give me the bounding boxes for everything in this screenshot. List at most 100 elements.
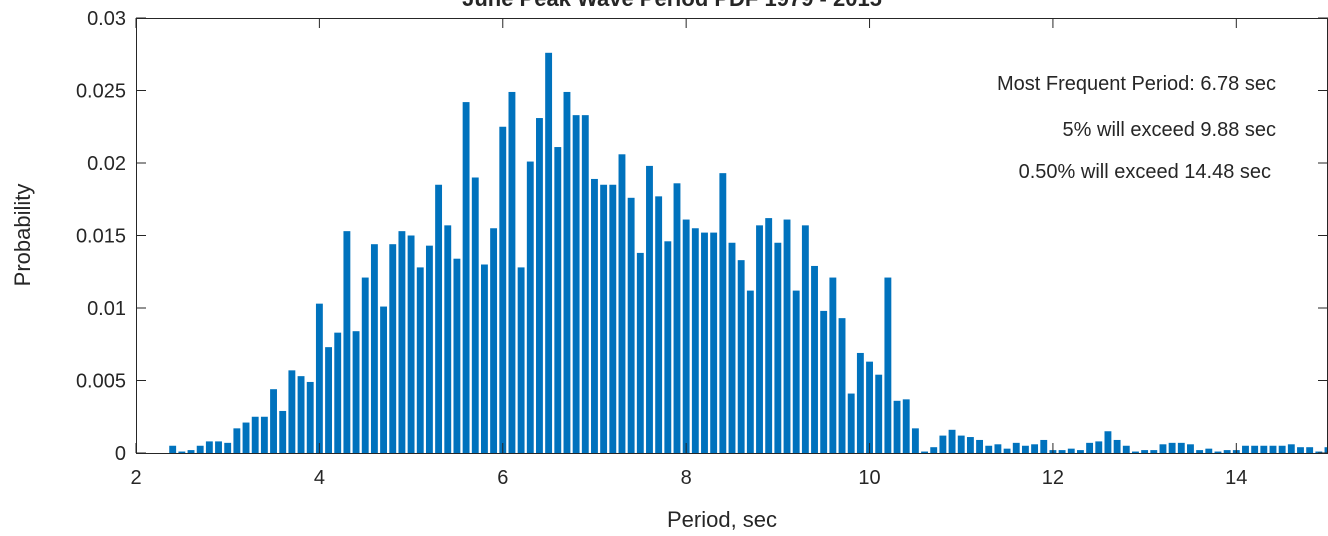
bar bbox=[829, 277, 837, 453]
x-axis-ticks: 2 4 6 8 10 12 14 bbox=[130, 18, 1247, 489]
bar bbox=[1076, 450, 1084, 453]
bar bbox=[646, 165, 653, 453]
bar bbox=[490, 228, 498, 453]
bar bbox=[343, 231, 351, 453]
bar bbox=[655, 196, 663, 453]
bar bbox=[1168, 442, 1176, 453]
bar bbox=[627, 197, 635, 453]
bar bbox=[370, 244, 378, 453]
bar bbox=[1269, 445, 1277, 453]
bar bbox=[811, 265, 818, 453]
y-tick-label: 0.005 bbox=[76, 371, 126, 393]
x-tick-label: 4 bbox=[314, 467, 325, 489]
bar bbox=[682, 219, 690, 453]
bar bbox=[224, 442, 232, 453]
bar bbox=[1205, 448, 1213, 453]
bar bbox=[361, 277, 369, 453]
bar bbox=[205, 441, 213, 453]
bar bbox=[710, 232, 718, 453]
bar bbox=[1012, 442, 1020, 453]
bar bbox=[1132, 451, 1139, 453]
bar bbox=[737, 260, 745, 453]
bar bbox=[911, 428, 919, 453]
bar bbox=[756, 225, 763, 453]
x-tick-label: 8 bbox=[681, 467, 692, 489]
annotation-half-percent: 0.50% will exceed 14.48 sec bbox=[1019, 161, 1271, 183]
bar bbox=[719, 173, 727, 453]
bar bbox=[187, 450, 195, 453]
bar bbox=[765, 218, 773, 453]
bar bbox=[939, 435, 947, 453]
bar bbox=[242, 422, 250, 453]
bar bbox=[251, 416, 259, 453]
y-tick-label: 0.02 bbox=[87, 153, 126, 175]
y-tick-label: 0.01 bbox=[87, 298, 126, 320]
bar bbox=[691, 228, 699, 453]
bar bbox=[1251, 445, 1259, 453]
bar bbox=[178, 451, 186, 453]
bar bbox=[1196, 450, 1204, 453]
bar bbox=[783, 219, 791, 453]
y-tick-label: 0.015 bbox=[76, 226, 126, 248]
bar bbox=[1177, 442, 1185, 453]
bar bbox=[618, 154, 626, 454]
bar bbox=[838, 318, 846, 453]
bar bbox=[1324, 447, 1328, 453]
bar bbox=[270, 389, 277, 453]
bar bbox=[1021, 445, 1029, 453]
bar bbox=[554, 147, 562, 454]
bar bbox=[1297, 447, 1304, 453]
bar bbox=[801, 225, 809, 453]
bar bbox=[966, 437, 974, 453]
bar bbox=[884, 277, 892, 453]
bar bbox=[1242, 445, 1249, 453]
bar bbox=[398, 231, 406, 453]
bar bbox=[1159, 444, 1167, 453]
bar bbox=[471, 177, 479, 453]
y-tick-label: 0.03 bbox=[87, 8, 126, 30]
bar bbox=[260, 416, 268, 453]
bar bbox=[1086, 442, 1094, 453]
y-axis-label: Probability bbox=[10, 184, 35, 287]
bar bbox=[297, 376, 305, 453]
bar bbox=[1141, 450, 1149, 453]
annotation-5-percent: 5% will exceed 9.88 sec bbox=[1063, 119, 1276, 141]
x-tick-label: 14 bbox=[1225, 467, 1247, 489]
x-tick-label: 12 bbox=[1042, 467, 1064, 489]
bar bbox=[673, 183, 681, 454]
bar bbox=[902, 399, 910, 453]
bar bbox=[435, 184, 443, 453]
bar bbox=[856, 352, 864, 453]
bar bbox=[572, 115, 580, 454]
bar bbox=[1260, 445, 1268, 453]
bar bbox=[306, 381, 314, 453]
bar bbox=[1095, 441, 1103, 453]
bar bbox=[591, 178, 598, 453]
bar bbox=[499, 126, 507, 453]
x-tick-label: 10 bbox=[858, 467, 880, 489]
bar bbox=[866, 361, 873, 453]
bar bbox=[453, 258, 461, 453]
bar bbox=[600, 184, 608, 453]
bar bbox=[1040, 439, 1048, 453]
bar bbox=[526, 161, 534, 454]
bar bbox=[1058, 450, 1066, 453]
bar bbox=[1223, 450, 1231, 453]
bar bbox=[545, 52, 553, 454]
bar bbox=[581, 115, 589, 454]
bar bbox=[1315, 451, 1323, 453]
bar bbox=[1122, 445, 1130, 453]
bar bbox=[701, 232, 708, 453]
bar bbox=[1187, 444, 1194, 453]
bar bbox=[416, 267, 424, 453]
bar bbox=[774, 242, 782, 453]
bar bbox=[847, 393, 855, 453]
bar bbox=[1214, 451, 1222, 453]
bar bbox=[389, 244, 397, 453]
bar bbox=[994, 444, 1002, 453]
bar bbox=[169, 445, 177, 453]
bar bbox=[315, 303, 323, 453]
y-axis-ticks: 0 0.005 0.01 0.015 0.02 0.025 0.03 bbox=[76, 8, 1328, 465]
bar bbox=[1003, 448, 1011, 453]
bar bbox=[609, 184, 617, 453]
